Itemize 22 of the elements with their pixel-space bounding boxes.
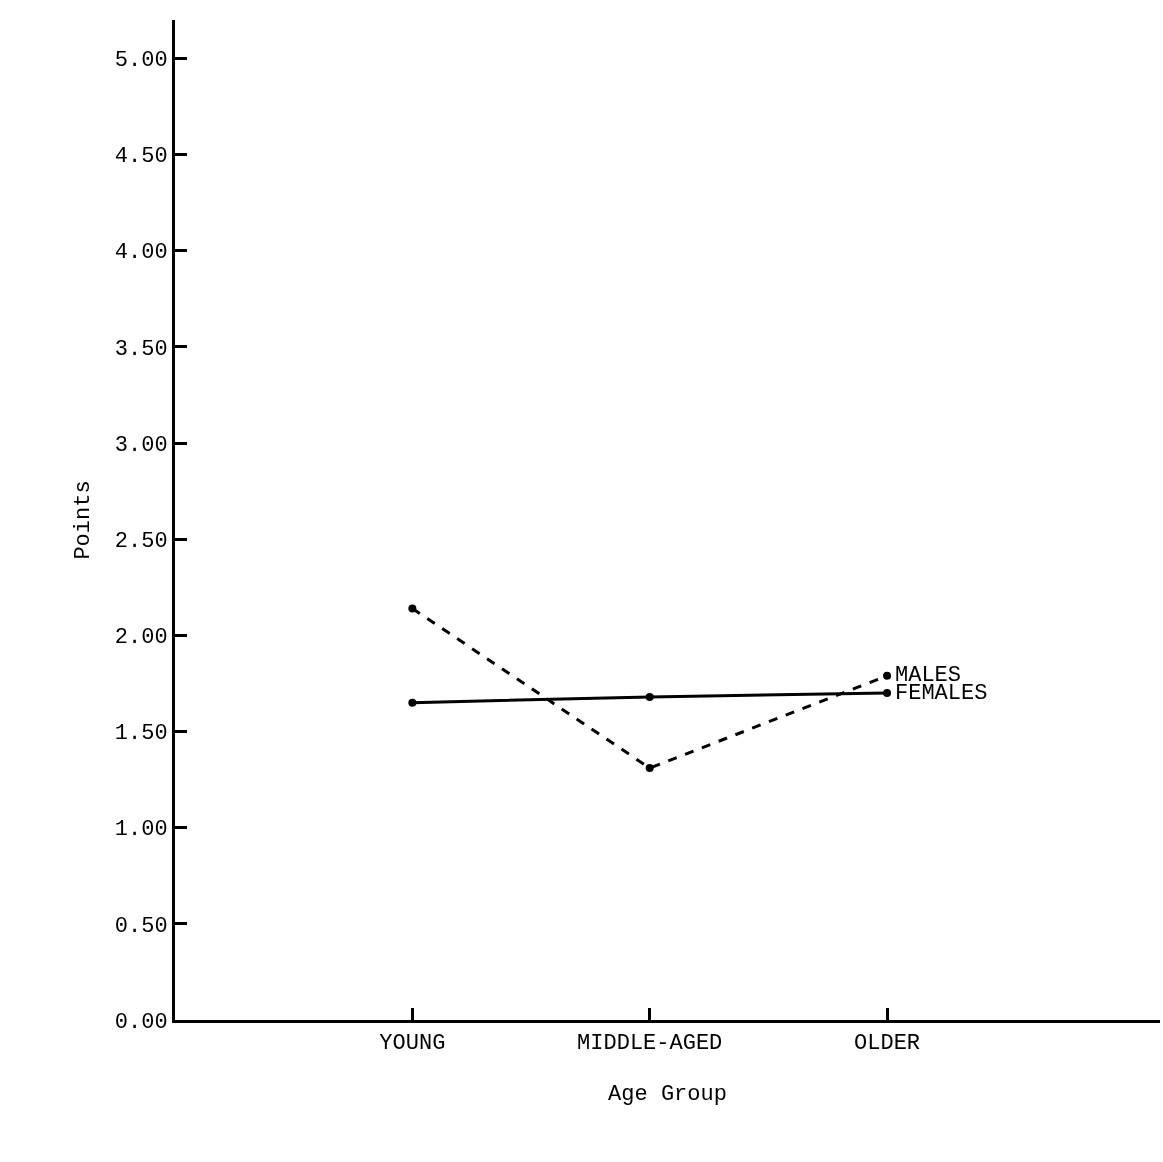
- point: [883, 671, 892, 680]
- y-tick-label: 0.50: [114, 913, 168, 939]
- y-tick-label: 4.50: [114, 144, 168, 170]
- y-tick-label: 2.00: [114, 625, 168, 651]
- point: [883, 689, 892, 698]
- y-tick-label: 2.50: [114, 528, 168, 554]
- point: [408, 698, 417, 707]
- x-axis-title: Age Group: [608, 1082, 727, 1108]
- point: [408, 604, 417, 613]
- x-tick-label: YOUNG: [379, 1031, 446, 1057]
- y-tick-label: 4.00: [114, 240, 168, 266]
- y-tick-label: 1.00: [114, 817, 168, 843]
- y-tick-label: 0.00: [114, 1009, 168, 1035]
- point: [645, 764, 654, 773]
- y-axis-title: Points: [70, 480, 96, 560]
- y-tick-label: 5.00: [114, 48, 168, 74]
- y-tick-label: 3.00: [114, 432, 168, 458]
- y-tick-label: 3.50: [114, 336, 168, 362]
- x-tick-label: OLDER: [854, 1031, 921, 1057]
- x-tick-label: MIDDLE-AGED: [577, 1031, 723, 1057]
- point: [645, 692, 654, 701]
- y-tick-label: 1.50: [114, 721, 168, 747]
